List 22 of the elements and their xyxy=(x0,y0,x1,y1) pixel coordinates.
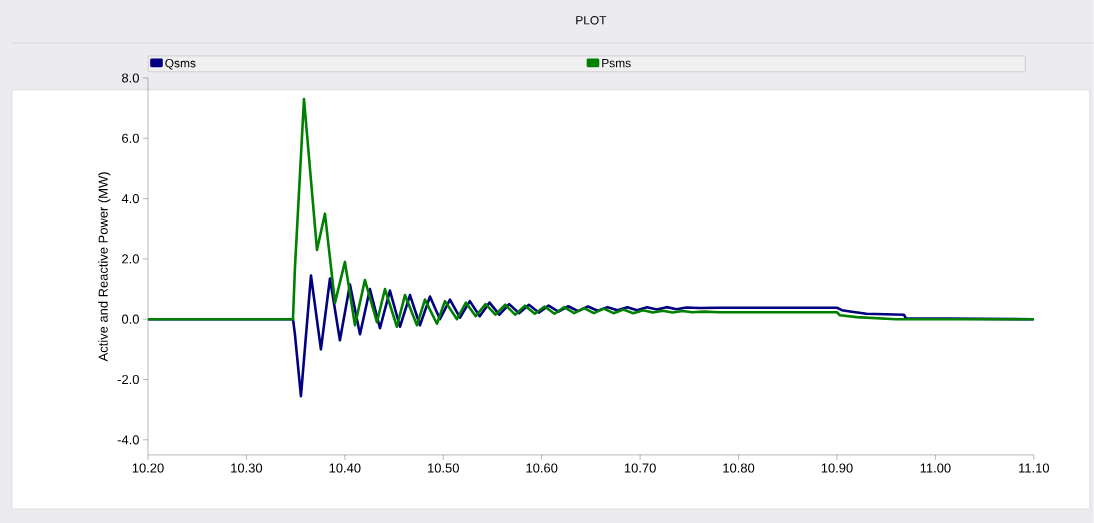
x-tick-label: 10.30 xyxy=(231,463,263,473)
x-tick-label: 10.20 xyxy=(132,463,164,473)
y-tick-label: 8.0 xyxy=(122,73,139,83)
x-tick-label: 10.80 xyxy=(723,463,755,473)
y-tick-label: -4.0 xyxy=(117,435,139,445)
y-tick-label: 2.0 xyxy=(122,254,139,264)
x-tick-label: 10.70 xyxy=(624,463,656,473)
legend-label: Psms xyxy=(602,59,631,68)
x-tick-label: 10.40 xyxy=(329,463,361,473)
legend-label: Qsms xyxy=(165,58,196,70)
x-tick-label: 10.50 xyxy=(428,463,459,473)
y-axis-title: Active and Reactive Power (MW) xyxy=(98,172,111,362)
x-tick-label: 11.00 xyxy=(920,463,951,473)
x-tick-label: 11.10 xyxy=(1019,463,1050,473)
x-tick-label: 10.90 xyxy=(821,463,853,473)
y-tick-label: 6.0 xyxy=(122,133,139,143)
line-series xyxy=(147,97,1034,329)
chart-title: PLOT xyxy=(576,16,607,25)
y-tick-label: 4.0 xyxy=(121,194,139,204)
y-tick-label: 0.0 xyxy=(121,314,139,324)
x-tick-label: 10.60 xyxy=(526,463,558,473)
y-tick-label: -2.0 xyxy=(117,374,139,385)
